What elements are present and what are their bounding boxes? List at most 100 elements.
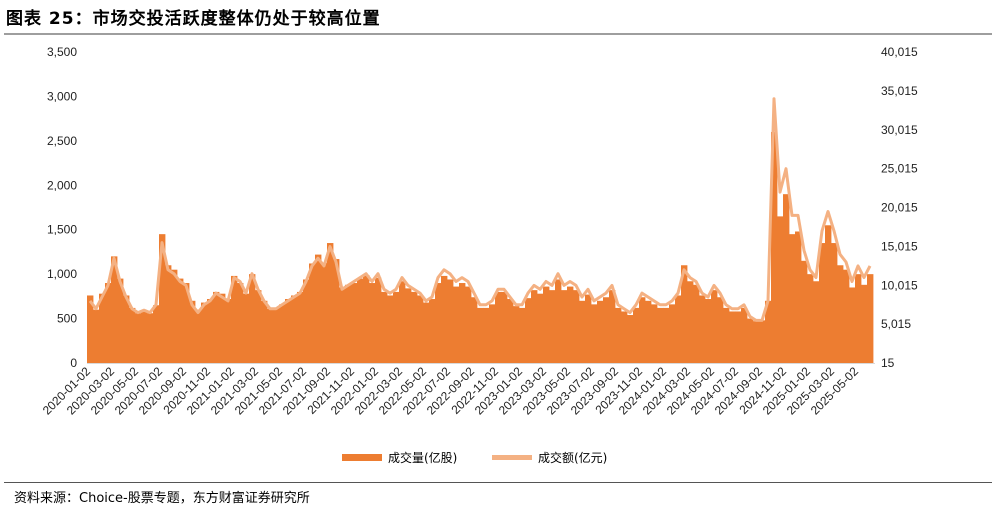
volume-bar [303, 279, 310, 363]
volume-bars [87, 131, 874, 363]
volume-bar [267, 308, 274, 363]
volume-bar [681, 265, 688, 363]
volume-bar [309, 263, 316, 363]
volume-bar [831, 243, 838, 363]
volume-bar [645, 300, 652, 363]
volume-bar [207, 299, 214, 363]
volume-bar [279, 304, 286, 363]
volume-bar [117, 278, 124, 363]
legend-label-volume: 成交量(亿股) [388, 451, 458, 465]
volume-bar [759, 320, 766, 363]
volume-bar [93, 309, 100, 363]
volume-bar [507, 299, 514, 363]
volume-bar [669, 304, 676, 363]
volume-bar [219, 293, 226, 363]
volume-bar [513, 306, 520, 363]
volume-bar [381, 291, 388, 363]
right-axis-tick-label: 15,015 [881, 239, 918, 253]
volume-bar [585, 294, 592, 363]
volume-bar [591, 304, 598, 363]
left-axis-ticks: 0 500 1,000 1,500 2,000 2,500 3,000 3,500 [47, 45, 77, 370]
volume-bar [819, 243, 826, 363]
volume-bar [807, 274, 814, 363]
volume-bar [123, 295, 130, 363]
right-axis-tick-label: 20,015 [881, 201, 918, 215]
volume-bar [765, 300, 772, 363]
volume-bar [651, 304, 658, 363]
volume-bar [147, 313, 154, 363]
volume-bar [495, 291, 502, 363]
volume-bar [423, 302, 430, 363]
volume-bar [417, 295, 424, 363]
volume-bar [789, 234, 796, 363]
volume-bar [621, 311, 628, 363]
volume-bar [717, 297, 724, 363]
volume-bar [141, 311, 148, 363]
volume-bar [225, 299, 232, 363]
volume-bar [705, 299, 712, 363]
volume-bar [291, 295, 298, 363]
volume-bar [249, 274, 256, 363]
volume-bar [663, 307, 670, 363]
left-axis-tick-label: 2,500 [47, 134, 77, 148]
volume-bar [411, 291, 418, 363]
volume-bar [243, 293, 250, 363]
volume-bar [561, 290, 568, 363]
amount-line [88, 97, 872, 322]
volume-bar [501, 291, 508, 363]
volume-bar [435, 283, 442, 363]
left-axis-tick-label: 0 [70, 356, 77, 370]
volume-bar [369, 283, 376, 363]
volume-bar [315, 254, 322, 363]
volume-bar [729, 311, 736, 363]
volume-bar [849, 287, 856, 363]
left-axis-tick-label: 1,000 [47, 267, 77, 281]
volume-bar [543, 286, 550, 363]
volume-bar [711, 290, 718, 363]
volume-bar [135, 313, 142, 363]
volume-bar [345, 284, 352, 363]
volume-bar [483, 307, 490, 363]
title-divider [4, 33, 992, 35]
volume-bar [387, 295, 394, 363]
right-axis-tick-label: 10,015 [881, 278, 918, 292]
volume-bar [675, 295, 682, 363]
volume-bar [579, 300, 586, 363]
volume-bar [597, 300, 604, 363]
volume-bar [783, 194, 790, 363]
volume-bar [153, 305, 160, 363]
legend-volume: 成交量(亿股) [342, 449, 457, 466]
volume-bar [327, 243, 334, 363]
volume-bar [525, 298, 532, 363]
volume-bar [165, 265, 172, 363]
x-axis-ticks: 2020-01-022020-03-022020-05-022020-07-02… [40, 364, 862, 418]
volume-bar [771, 131, 778, 363]
volume-bar [357, 278, 364, 363]
volume-bar [537, 293, 544, 363]
volume-amount-chart: 0 500 1,000 1,500 2,000 2,500 3,000 3,500 15 5,0… [40, 45, 918, 418]
volume-bar [105, 283, 112, 363]
volume-bar [159, 234, 166, 363]
volume-bar [825, 225, 832, 363]
left-axis-tick-label: 2,000 [47, 178, 77, 192]
volume-bar [837, 265, 844, 363]
volume-bar [231, 275, 238, 363]
volume-bar [261, 300, 268, 363]
volume-bar [339, 287, 346, 363]
volume-bar [549, 290, 556, 363]
volume-bar [573, 290, 580, 363]
volume-bar [237, 283, 244, 363]
volume-bar [639, 297, 646, 363]
volume-bar [363, 275, 370, 363]
volume-bar [405, 288, 412, 363]
legend-amount: 成交额(亿元) [492, 449, 607, 466]
volume-bar [453, 286, 460, 363]
volume-bar [867, 274, 874, 363]
volume-bar [519, 307, 526, 363]
volume-bar [861, 284, 868, 363]
volume-bar [633, 307, 640, 363]
volume-bar [813, 281, 820, 363]
volume-bar [657, 307, 664, 363]
volume-bar [351, 283, 358, 363]
left-axis-tick-label: 500 [57, 312, 77, 326]
